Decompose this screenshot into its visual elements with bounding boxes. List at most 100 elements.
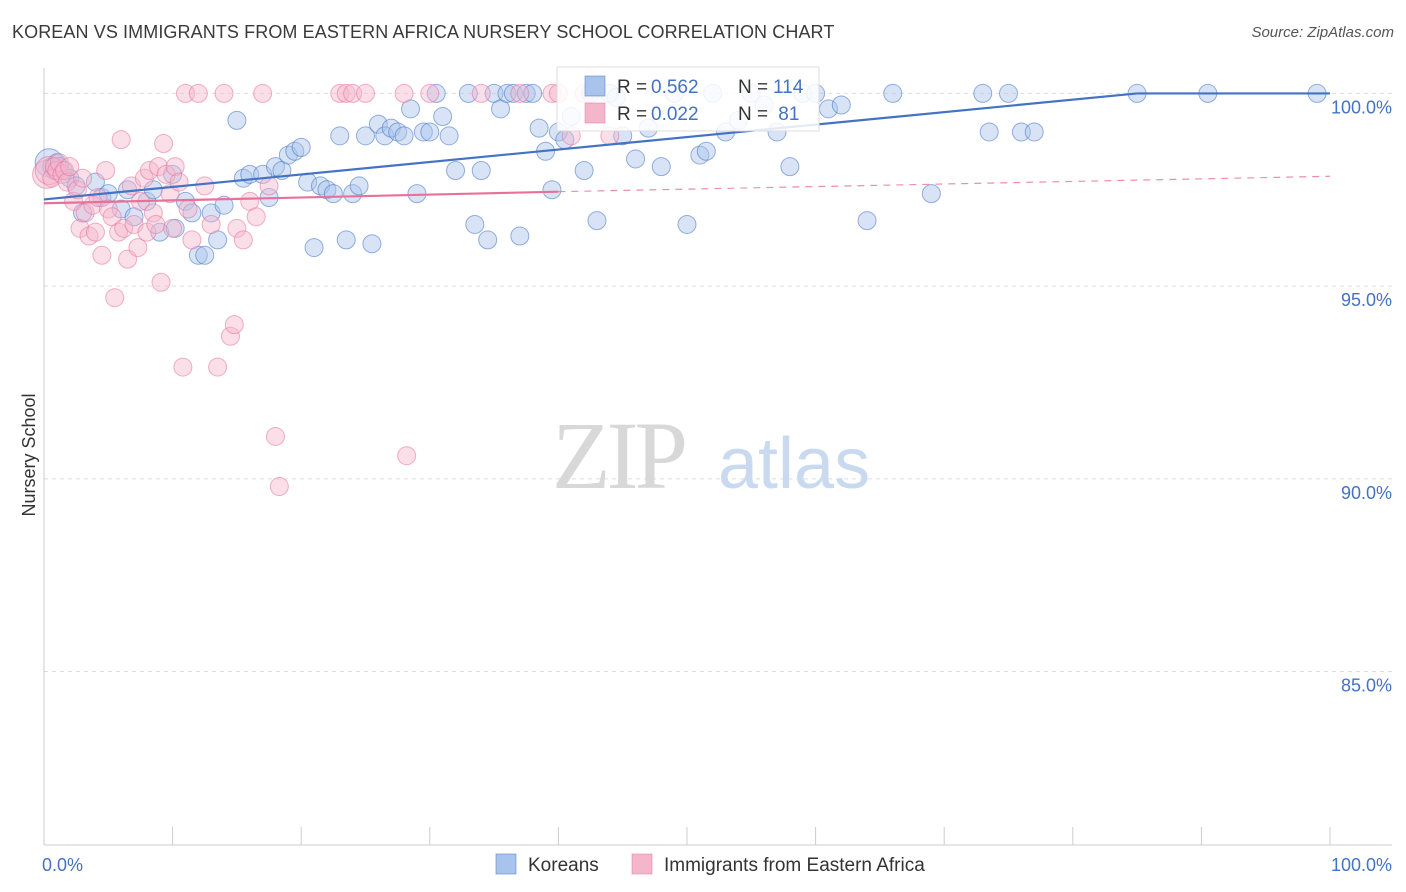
watermark-zip: ZIP — [552, 402, 685, 509]
y-tick-label: 85.0% — [1341, 676, 1392, 696]
korean-point — [195, 245, 215, 265]
x-tick-label: 0.0% — [42, 855, 83, 875]
stats-n-label-koreans: N = — [738, 77, 768, 98]
korean-point — [626, 149, 646, 169]
eastern-africa-point — [60, 157, 80, 177]
eastern-africa-point — [105, 288, 125, 308]
korean-point — [516, 83, 536, 103]
korean-point — [407, 184, 427, 204]
stats-r-koreans: 0.562 — [651, 77, 699, 98]
stats-n-eastern-africa: 81 — [773, 104, 799, 125]
korean-point — [651, 157, 671, 177]
eastern-africa-point — [420, 83, 440, 103]
watermark-atlas: atlas — [718, 424, 870, 504]
eastern-africa-point — [394, 83, 414, 103]
korean-point — [677, 214, 697, 234]
trend-layer — [43, 92, 1331, 205]
korean-point — [336, 230, 356, 250]
eastern-africa-point — [471, 83, 491, 103]
chart-title: KOREAN VS IMMIGRANTS FROM EASTERN AFRICA… — [12, 22, 835, 42]
eastern-africa-point — [92, 245, 112, 265]
korean-point — [921, 184, 941, 204]
korean-point — [349, 176, 369, 196]
korean-point — [343, 184, 363, 204]
stats-legend: R = 0.562 N = 114 R = 0.022 N = 81 — [556, 66, 820, 132]
korean-point — [973, 83, 993, 103]
eastern-africa-point — [188, 83, 208, 103]
korean-point — [291, 137, 311, 157]
eastern-africa-point — [182, 230, 202, 250]
eastern-africa-point — [259, 176, 279, 196]
eastern-africa-point — [109, 222, 129, 242]
korean-point — [529, 118, 549, 138]
eastern-africa-point — [208, 357, 228, 377]
korean-point — [696, 141, 716, 161]
eastern-africa-point — [214, 83, 234, 103]
y-tick-label: 100.0% — [1331, 97, 1392, 117]
eastern-africa-point — [143, 203, 163, 223]
korean-point — [375, 126, 395, 146]
eastern-africa-point — [253, 83, 273, 103]
korean-point — [323, 184, 343, 204]
eastern-africa-point — [96, 161, 116, 181]
eastern-africa-point — [227, 218, 247, 238]
korean-point — [433, 107, 453, 127]
korean-point — [979, 122, 999, 142]
series-legend: Koreans Immigrants from Eastern Africa — [495, 853, 925, 876]
eastern-africa-point — [128, 238, 148, 258]
eastern-africa-point — [146, 214, 166, 234]
eastern-africa-point — [336, 83, 356, 103]
eastern-africa-point — [114, 218, 134, 238]
korean-point — [587, 211, 607, 231]
legend-label-eastern-africa: Immigrants from Eastern Africa — [664, 855, 925, 876]
korean-point — [368, 114, 388, 134]
eastern-africa-point — [265, 426, 285, 446]
korean-point — [356, 126, 375, 146]
korean-point — [465, 214, 485, 234]
eastern-africa-trend-line — [43, 190, 559, 205]
eastern-africa-point — [67, 180, 87, 200]
legend-swatch-koreans — [495, 853, 517, 875]
eastern-africa-point — [55, 161, 75, 181]
eastern-africa-point — [148, 157, 168, 177]
x-tick-label: 100.0% — [1331, 855, 1392, 875]
stats-n-koreans: 114 — [773, 77, 804, 98]
eastern-africa-point — [151, 272, 171, 292]
y-tick-label: 95.0% — [1341, 290, 1392, 310]
korean-point — [214, 195, 234, 215]
stats-r-label-koreans: R = — [617, 77, 647, 98]
korean-point — [426, 83, 446, 103]
korean-point — [471, 161, 491, 181]
korean-point — [510, 226, 530, 246]
chart-source: Source: ZipAtlas.com — [1251, 24, 1394, 41]
korean-point — [227, 110, 247, 130]
korean-point — [394, 126, 414, 146]
eastern-africa-point — [73, 168, 93, 188]
korean-point — [330, 126, 350, 146]
korean-point — [574, 161, 594, 181]
korean-point — [542, 180, 562, 200]
eastern-africa-point — [233, 230, 253, 250]
korean-point — [857, 211, 877, 231]
y-axis-label: Nursery School — [19, 393, 39, 516]
stats-r-label-eastern-africa: R = — [617, 104, 647, 125]
eastern-africa-point — [510, 83, 530, 103]
korean-point — [999, 83, 1018, 103]
korean-trend-line — [43, 92, 1138, 201]
y-tick-label: 90.0% — [1341, 483, 1392, 503]
stats-swatch-eastern-africa — [584, 102, 606, 124]
korean-point — [883, 83, 903, 103]
legend-swatch-eastern-africa — [631, 853, 653, 875]
eastern-africa-point — [224, 315, 244, 335]
eastern-africa-point — [165, 157, 185, 177]
eastern-africa-point — [195, 176, 215, 196]
korean-point — [420, 122, 440, 142]
eastern-africa-point — [220, 326, 240, 346]
korean-point — [182, 203, 202, 223]
eastern-africa-point — [154, 134, 174, 154]
eastern-africa-point — [246, 207, 266, 227]
stats-swatch-koreans — [584, 75, 606, 97]
korean-point — [304, 238, 324, 258]
korean-point — [439, 126, 459, 146]
